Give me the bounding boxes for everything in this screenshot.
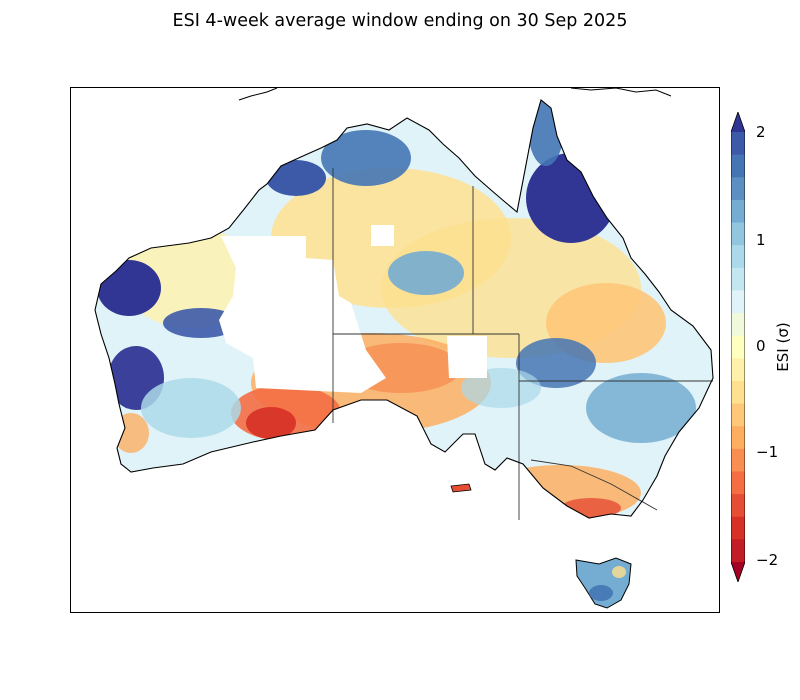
colorbar-segment [731, 426, 745, 450]
esi-wet-central [388, 251, 464, 295]
colorbar-segment [731, 448, 745, 472]
australia-map [94, 88, 714, 609]
colorbar-segment [731, 132, 745, 156]
no-data-western-desert [219, 236, 386, 393]
colorbar-segment [731, 222, 745, 246]
esi-dry-southwest-tip [113, 413, 149, 453]
no-data-central-patch [371, 225, 394, 246]
chart-title: ESI 4-week average window ending on 30 S… [172, 11, 628, 31]
esi-wet-tasmania [589, 585, 613, 601]
colorbar-segment [731, 335, 745, 359]
esi-moist-south-west [141, 378, 241, 438]
colorbar-segment [731, 516, 745, 540]
colorbar-extend-top [731, 112, 745, 132]
esi-field [95, 100, 713, 518]
colorbar [731, 112, 745, 582]
border-nsw-vic [530, 459, 658, 511]
state-borders [332, 168, 713, 520]
colorbar-tick-2: 2 [756, 123, 766, 141]
esi-very-dry-bight [246, 407, 296, 439]
esi-wet-cape-york [526, 153, 616, 243]
esi-wet-top-end [321, 130, 411, 186]
colorbar-segment [731, 539, 745, 563]
colorbar-segments [731, 132, 745, 563]
colorbar-tick-minus-1: −1 [756, 443, 779, 461]
colorbar-segment [731, 245, 745, 269]
colorbar-tick-0: 0 [756, 337, 766, 355]
colorbar-extend-bottom [731, 562, 745, 582]
colorbar-segment [731, 494, 745, 518]
colorbar-segment [731, 358, 745, 382]
tasmania [575, 557, 632, 609]
esi-dry-tasmania-ne [612, 566, 626, 578]
esi-wet-nsw-coast [586, 373, 696, 443]
colorbar-segment [731, 177, 745, 201]
new-guinea-coast-west [238, 88, 278, 101]
esi-wet-inland-nsw [516, 338, 596, 388]
colorbar-segment [731, 403, 745, 427]
colorbar-label: ESI (σ) [774, 322, 792, 372]
map-panel [70, 87, 720, 613]
colorbar-segment [731, 267, 745, 291]
new-guinea-coast-east [570, 88, 672, 97]
colorbar-segment [731, 313, 745, 337]
esi-wet-kimberley [266, 160, 326, 196]
colorbar-tick-minus-2: −2 [756, 551, 779, 569]
kangaroo-island [450, 483, 472, 493]
esi-wet-pilbara-coast [97, 260, 161, 316]
colorbar-segment [731, 471, 745, 495]
colorbar-tick-1: 1 [756, 231, 766, 249]
esi-wet-west-interior [163, 308, 239, 338]
colorbar-segment [731, 290, 745, 314]
colorbar-segment [731, 380, 745, 405]
no-data-lake-eyre [447, 336, 487, 378]
colorbar-segment [731, 199, 745, 224]
australia-coastline [94, 99, 714, 519]
colorbar-segment [731, 154, 745, 178]
